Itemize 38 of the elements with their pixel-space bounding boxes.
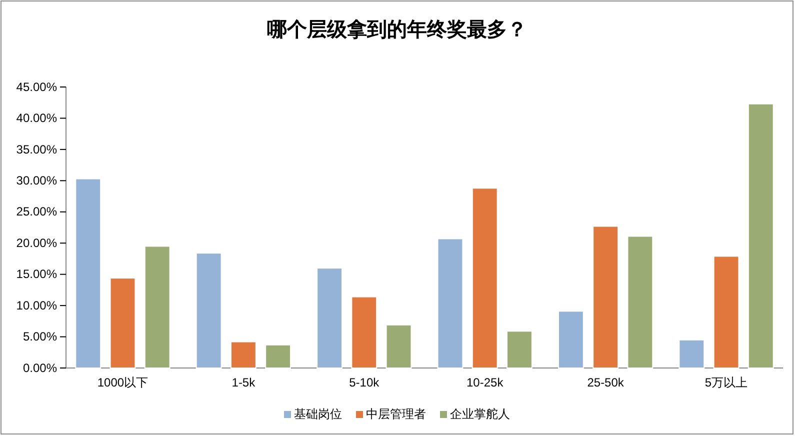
- y-tick-label: 30.00%: [16, 174, 58, 188]
- x-tick-label: 25-50k: [587, 376, 625, 390]
- x-tick-label: 5万以上: [704, 376, 748, 390]
- bar: [196, 252, 222, 368]
- legend-label: 中层管理者: [366, 407, 426, 421]
- bar: [316, 268, 342, 368]
- bar: [265, 344, 292, 368]
- bar: [75, 178, 102, 368]
- legend-label: 基础岗位: [294, 407, 342, 421]
- bar: [472, 188, 498, 368]
- bar: [506, 330, 532, 368]
- bar: [558, 310, 584, 368]
- bar: [678, 339, 705, 368]
- bar: [748, 103, 774, 368]
- y-tick-label: 10.00%: [16, 298, 58, 312]
- bar: [351, 296, 378, 368]
- x-tick-label: 10-25k: [466, 376, 504, 390]
- y-tick-label: 35.00%: [16, 142, 58, 156]
- bar: [437, 238, 464, 368]
- bar: [713, 256, 740, 368]
- bar: [592, 226, 619, 368]
- y-tick-label: 20.00%: [16, 236, 58, 250]
- x-tick-label: 1000以下: [97, 376, 148, 390]
- y-tick-label: 45.00%: [16, 80, 58, 94]
- bar: [144, 246, 170, 368]
- bar: [230, 341, 256, 368]
- x-tick-label: 5-10k: [349, 376, 380, 390]
- y-tick-label: 25.00%: [16, 204, 58, 219]
- y-tick-label: 40.00%: [16, 111, 58, 126]
- bar: [386, 324, 412, 368]
- y-tick-label: 15.00%: [16, 267, 58, 282]
- y-tick-label: 0.00%: [22, 360, 58, 375]
- legend-label: 企业掌舵人: [450, 407, 510, 421]
- bar: [627, 236, 654, 368]
- x-tick-label: 1-5k: [232, 376, 256, 390]
- y-tick-label: 5.00%: [22, 330, 58, 344]
- chart-title: 哪个层级拿到的年终奖最多？: [267, 17, 527, 41]
- bar: [110, 278, 136, 368]
